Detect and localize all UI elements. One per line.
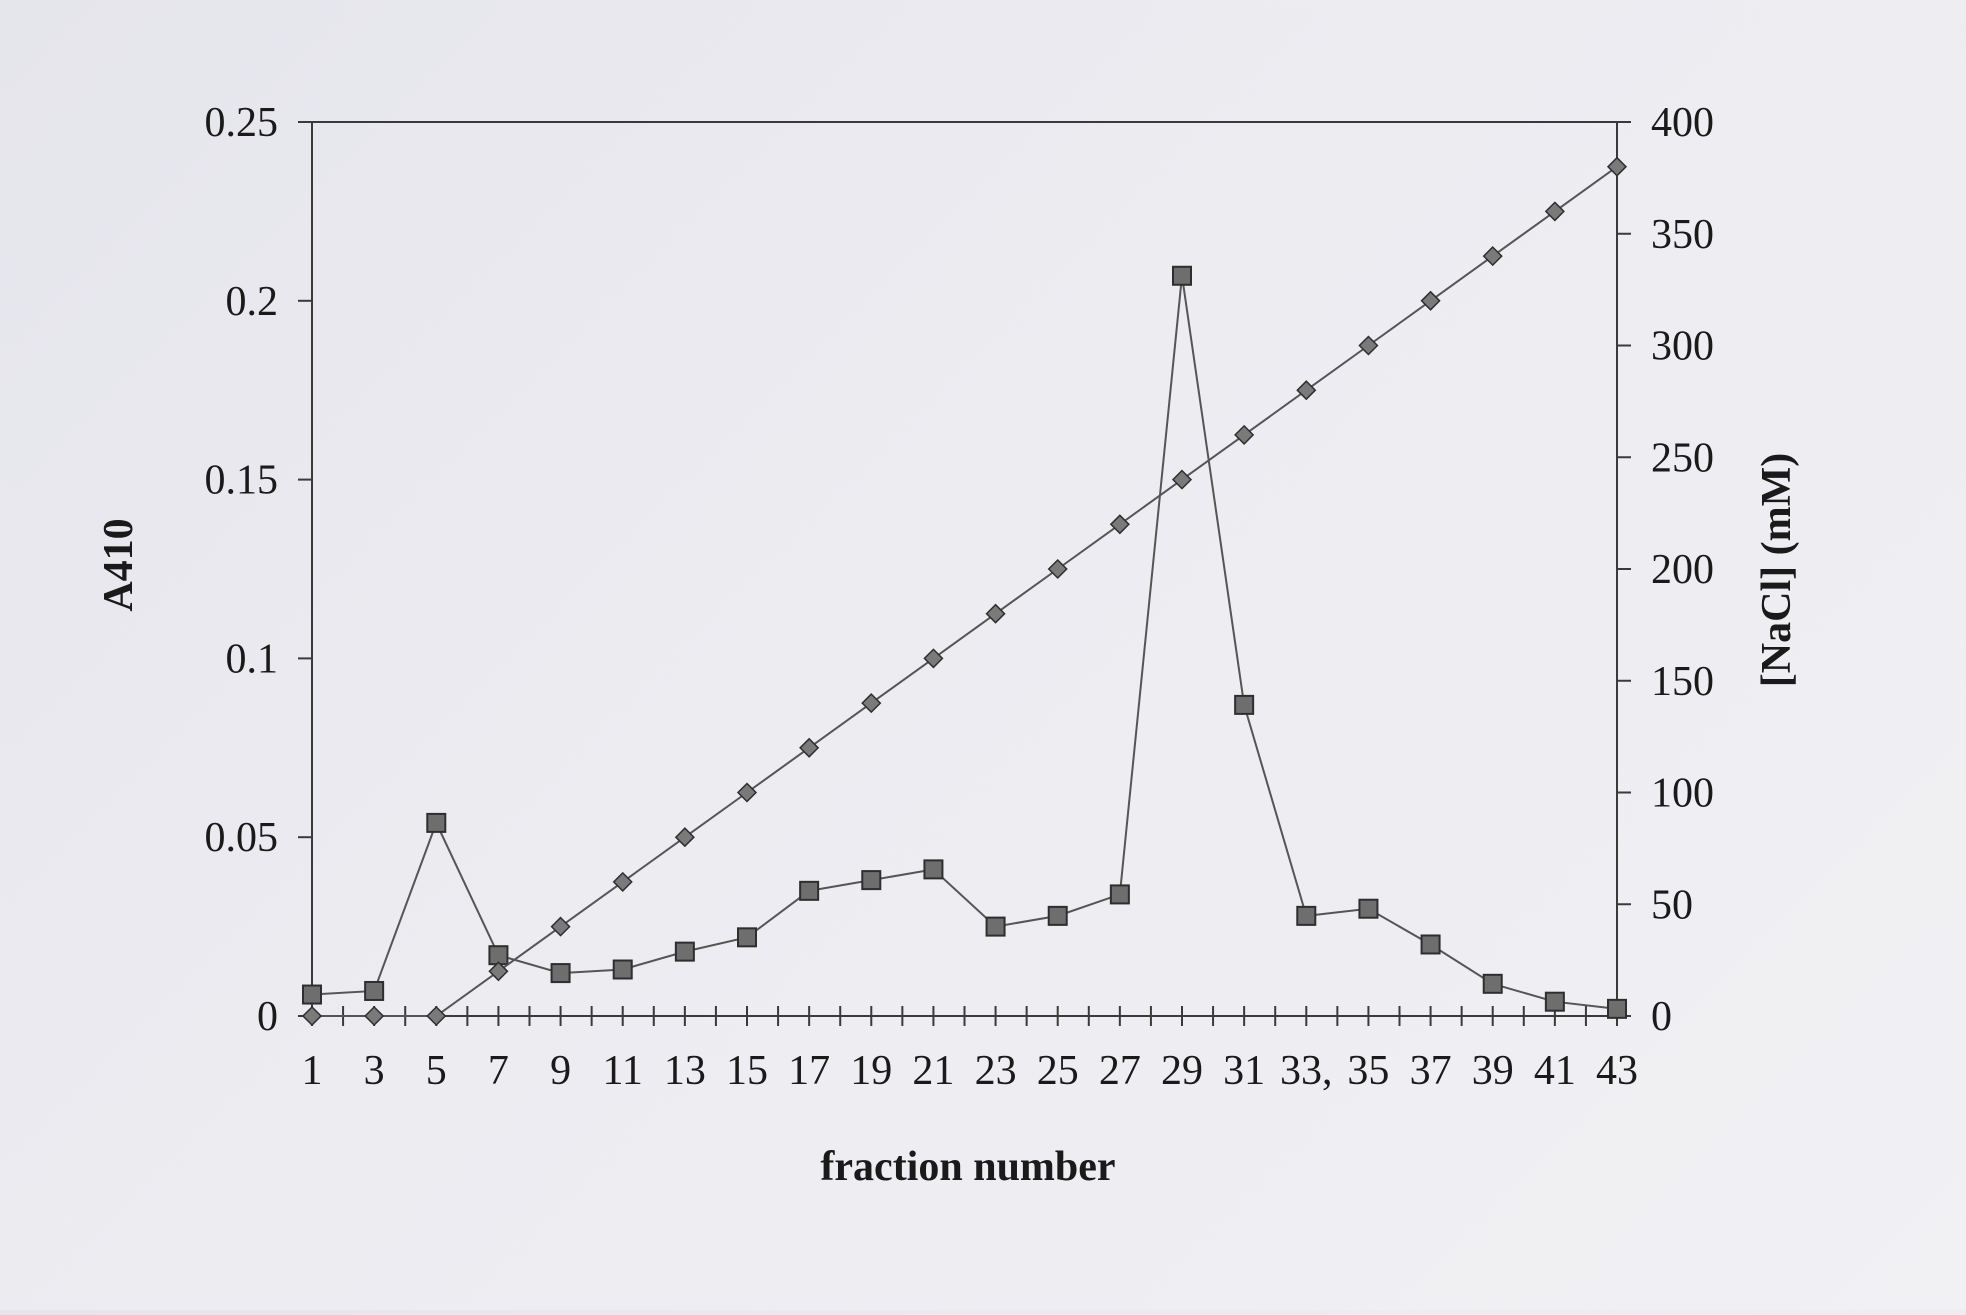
series-1-point [550, 963, 571, 984]
series-1-point [1420, 934, 1441, 955]
x-tick-label: 7 [488, 1048, 509, 1094]
series-1-point [799, 880, 820, 901]
x-tick-label: 27 [1099, 1048, 1141, 1094]
series-1-point [1544, 991, 1565, 1012]
series-1-point [1482, 973, 1503, 994]
x-tick-label: 43 [1596, 1048, 1638, 1094]
y2-tick-label: 200 [1651, 547, 1714, 593]
series-2-point [861, 693, 882, 714]
x-tick-label: 31 [1223, 1048, 1265, 1094]
y2-axis-title: [NaCl] (mM) [1754, 453, 1800, 687]
x-tick-label: 9 [550, 1048, 571, 1094]
series-2-point [426, 1005, 447, 1027]
series-1-point [923, 859, 944, 880]
y-tick-label: 0.05 [205, 815, 279, 861]
series-1-point [861, 870, 882, 891]
series-1-point [302, 984, 322, 1005]
x-tick-label: 11 [602, 1048, 642, 1094]
series-1-point [674, 941, 695, 962]
x-tick-label: 5 [426, 1048, 447, 1094]
series-2-line [312, 165, 1618, 1017]
x-tick-label: 3 [364, 1048, 385, 1094]
x-tick-label: 21 [912, 1048, 954, 1094]
y-tick-label: 0.1 [226, 636, 279, 682]
series-2-point [364, 1005, 385, 1027]
series-2-point [1109, 514, 1130, 535]
series-2-point [1171, 469, 1193, 490]
x-tick-label: 33, [1280, 1048, 1333, 1094]
series-2-point [923, 648, 944, 669]
series-2-point [799, 737, 820, 758]
series-1-point [1607, 998, 1627, 1019]
series-2-point [1234, 424, 1255, 445]
series-1-point [1296, 905, 1317, 926]
series-2-point [1047, 558, 1068, 580]
series-2-point [1544, 201, 1565, 222]
y2-tick-label: 100 [1651, 771, 1714, 817]
series-2-point [985, 603, 1006, 624]
series-1-line [311, 275, 1618, 1010]
x-tick-label: 41 [1534, 1048, 1576, 1094]
x-tick-label: 39 [1472, 1048, 1514, 1094]
y2-tick-label: 400 [1651, 100, 1714, 146]
y-axis-title: A410 [96, 518, 142, 611]
y2-tick-label: 50 [1651, 882, 1693, 928]
series-2-point [550, 916, 571, 937]
series-2-point [736, 782, 758, 803]
x-tick-label: 23 [975, 1048, 1017, 1094]
series-2-point [1482, 246, 1503, 267]
y2-tick-label: 350 [1651, 212, 1714, 258]
y2-tick-label: 150 [1651, 659, 1714, 705]
x-tick-label: 35 [1347, 1048, 1389, 1094]
y-tick-label: 0.2 [226, 279, 279, 325]
series-2-point [1606, 156, 1628, 177]
series-1-point [612, 959, 633, 980]
series-1-point [1172, 265, 1192, 286]
series-1-point [1234, 694, 1255, 715]
labels-layer: fraction number A410 [NaCl] (mM) [96, 453, 1800, 1190]
y2-tick-label: 0 [1651, 994, 1672, 1040]
x-tick-label: 29 [1161, 1048, 1203, 1094]
x-tick-label: 13 [664, 1048, 706, 1094]
x-axis-title: fraction number [820, 1144, 1115, 1190]
y-tick-label: 0.15 [205, 458, 279, 504]
series-1-point [426, 812, 447, 833]
x-tick-label: 37 [1410, 1048, 1452, 1094]
series-1-point [1109, 884, 1130, 905]
series-2-point [674, 827, 695, 848]
x-tick-label: 17 [788, 1048, 830, 1094]
y2-tick-label: 300 [1651, 324, 1714, 370]
series-1-point [364, 980, 385, 1001]
y-tick-label: 0.25 [205, 100, 279, 146]
axes-layer: 0 0.05 0.1 0.15 0.2 0.25 0 50 100 150 200 250 300 350… [205, 100, 1715, 1094]
series-2-point [1296, 380, 1317, 401]
series-2-point [1358, 335, 1379, 356]
series-2-point [1420, 290, 1441, 311]
series-layer [301, 156, 1628, 1027]
y2-tick-label: 250 [1651, 435, 1714, 481]
series-1-point [737, 927, 757, 948]
x-tick-label: 25 [1037, 1048, 1079, 1094]
series-1-point [1358, 898, 1379, 919]
x-tick-label: 19 [850, 1048, 892, 1094]
x-tick-label: 1 [302, 1048, 323, 1094]
series-2-point [488, 961, 509, 982]
series-1-point [985, 916, 1006, 937]
series-2-point [301, 1005, 323, 1027]
x-tick-label: 15 [726, 1048, 768, 1094]
y-tick-label: 0 [257, 994, 278, 1040]
series-1-point [1047, 905, 1068, 926]
series-2-point [612, 871, 633, 892]
